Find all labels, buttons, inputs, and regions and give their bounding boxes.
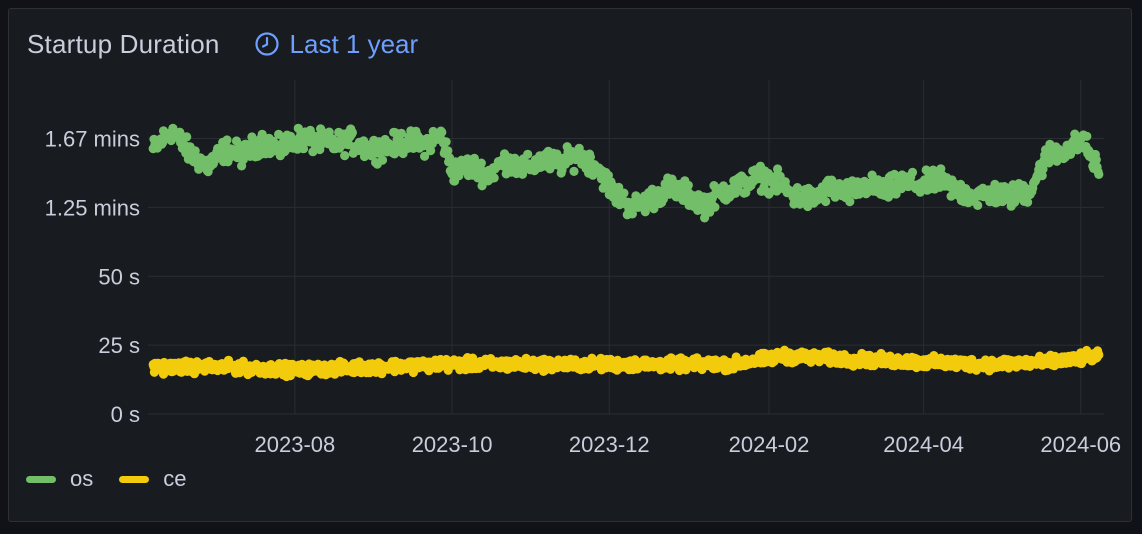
data-point-os	[359, 136, 369, 146]
data-point-os	[907, 167, 918, 177]
x-tick-label: 2023-12	[569, 432, 650, 457]
series-ce	[148, 345, 1104, 382]
data-point-os	[821, 196, 831, 207]
data-point-os	[640, 207, 650, 217]
y-tick-label: 0 s	[111, 402, 140, 427]
chart-legend: os ce	[26, 466, 213, 492]
legend-item-ce[interactable]: ce	[119, 466, 187, 492]
data-point-os	[441, 137, 451, 147]
data-point-os	[1038, 164, 1048, 174]
data-point-os	[1065, 149, 1076, 159]
data-point-os	[845, 197, 855, 207]
data-point-os	[1023, 197, 1033, 207]
data-point-os	[1082, 131, 1092, 141]
data-point-os	[340, 151, 350, 161]
x-tick-label: 2024-04	[883, 432, 964, 457]
legend-label: ce	[163, 466, 187, 491]
chart-panel: Startup Duration Last 1 year	[8, 8, 1132, 522]
x-tick-label: 2024-06	[1040, 432, 1121, 457]
data-point-os	[377, 155, 388, 165]
data-point-os	[222, 135, 232, 145]
data-point-os	[489, 173, 499, 183]
panel-header: Startup Duration Last 1 year	[27, 27, 418, 61]
data-point-os	[1091, 155, 1101, 165]
data-point-os	[973, 200, 983, 210]
data-point-os	[619, 188, 629, 198]
time-range-indicator[interactable]: Last 1 year	[254, 28, 419, 60]
data-point-os	[396, 128, 406, 138]
data-point-os	[792, 183, 803, 193]
data-point-os	[710, 202, 720, 212]
data-point-os	[182, 132, 192, 142]
data-point-os	[1044, 158, 1054, 168]
x-tick-label: 2023-08	[255, 432, 336, 457]
data-point-os	[443, 146, 453, 156]
time-range-label: Last 1 year	[289, 28, 419, 59]
data-point-os	[569, 166, 579, 176]
series-os	[148, 123, 1104, 223]
y-tick-label: 50 s	[98, 264, 140, 289]
data-point-os	[347, 127, 357, 138]
data-point-os	[627, 209, 638, 219]
y-tick-label: 1.67 mins	[45, 127, 140, 152]
clock-icon	[254, 32, 279, 56]
x-tick-label: 2024-02	[729, 432, 810, 457]
x-tick-label: 2023-10	[412, 432, 493, 457]
data-point-os	[476, 158, 486, 168]
data-point-os	[437, 127, 447, 137]
y-tick-label: 1.25 mins	[45, 195, 140, 220]
data-point-os	[773, 164, 783, 174]
legend-swatch	[26, 475, 56, 483]
data-point-os	[274, 129, 284, 139]
data-point-os	[1094, 169, 1104, 179]
data-point-ce	[1094, 350, 1104, 360]
panel-title: Startup Duration	[27, 28, 220, 59]
legend-label: os	[70, 466, 94, 491]
data-point-os	[683, 180, 693, 190]
data-point-os	[420, 151, 430, 161]
data-point-os	[523, 149, 533, 159]
data-point-os	[585, 152, 596, 162]
legend-item-os[interactable]: os	[26, 466, 93, 492]
data-point-os	[324, 127, 334, 137]
legend-swatch	[119, 475, 150, 483]
y-tick-label: 25 s	[98, 333, 140, 358]
